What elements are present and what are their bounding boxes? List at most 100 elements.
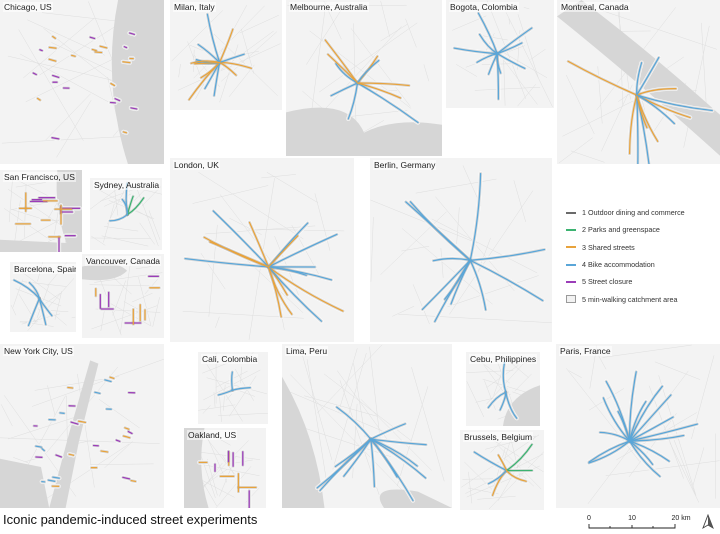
legend-item-parks: 2 Parks and greenspace — [566, 221, 718, 238]
map-panel-sydney: Sydney, Australia — [90, 178, 162, 250]
map-panel-montreal: Montreal, Canada — [557, 0, 720, 164]
city-label-sanfrancisco: San Francisco, US — [3, 172, 76, 182]
map-berlin — [370, 158, 552, 342]
legend-label-parks: 2 Parks and greenspace — [582, 225, 660, 235]
map-panel-brussels: Brussels, Belgium — [460, 430, 544, 510]
city-label-cebu: Cebu, Philippines — [469, 354, 538, 364]
map-panel-cebu: Cebu, Philippines — [466, 352, 540, 426]
map-sydney — [90, 178, 162, 250]
basemap — [0, 0, 164, 164]
legend-swatch-dining — [566, 211, 576, 214]
map-panel-bogota: Bogota, Colombia — [446, 0, 554, 108]
city-label-bogota: Bogota, Colombia — [449, 2, 519, 12]
map-panel-sanfrancisco: San Francisco, US — [0, 170, 82, 252]
basemap — [282, 344, 452, 508]
city-label-montreal: Montreal, Canada — [560, 2, 630, 12]
street-experiments — [403, 171, 547, 324]
map-montreal — [557, 0, 720, 164]
street-experiments — [186, 12, 254, 102]
city-label-chicago: Chicago, US — [3, 2, 53, 12]
map-brussels — [460, 430, 544, 510]
city-label-oakland: Oakland, US — [187, 430, 238, 440]
map-vancouver — [82, 254, 164, 338]
street-experiments — [183, 208, 346, 324]
city-label-vancouver: Vancouver, Canada — [85, 256, 162, 266]
street-experiments — [323, 38, 421, 125]
street-experiments — [107, 181, 146, 223]
street-experiments — [452, 11, 534, 102]
street-experiments — [31, 30, 139, 141]
map-cali — [198, 352, 268, 424]
map-sanfrancisco — [0, 170, 82, 252]
street-experiments — [586, 369, 700, 479]
street-experiments — [486, 360, 519, 421]
street-experiments — [13, 190, 82, 252]
city-label-berlin: Berlin, Germany — [373, 160, 437, 170]
legend-label-bike: 4 Bike accommodation — [582, 260, 655, 270]
map-panel-paris: Paris, France — [556, 344, 720, 508]
legend-label-dining: 1 Outdoor dining and commerce — [582, 208, 685, 218]
map-chicago — [0, 0, 164, 164]
city-label-sydney: Sydney, Australia — [93, 180, 161, 190]
basemap — [184, 428, 266, 508]
city-label-melbourne: Melbourne, Australia — [289, 2, 369, 12]
map-paris — [556, 344, 720, 508]
city-label-london: London, UK — [173, 160, 220, 170]
map-panel-milan: Milan, Italy — [170, 0, 282, 110]
scale-bar: 0 10 20 km — [587, 515, 691, 529]
legend-swatch-shared — [566, 246, 576, 249]
legend: 1 Outdoor dining and commerce 2 Parks and… — [566, 204, 718, 308]
street-experiments — [315, 405, 429, 503]
scale-line — [588, 524, 676, 529]
legend-item-closure: 5 Street closure — [566, 273, 718, 290]
city-label-brussels: Brussels, Belgium — [463, 432, 534, 442]
map-london — [170, 158, 354, 342]
legend-label-shared: 3 Shared streets — [582, 242, 635, 252]
legend-swatch-parks — [566, 228, 576, 231]
city-label-paris: Paris, France — [559, 346, 612, 356]
street-experiments — [197, 449, 259, 508]
legend-swatch-catchment — [566, 295, 576, 304]
map-panel-barcelona: Barcelona, Spain — [10, 262, 76, 332]
street-experiments — [11, 278, 54, 328]
legend-label-closure: 5 Street closure — [582, 277, 633, 287]
legend-swatch-closure — [566, 280, 576, 283]
map-lima — [282, 344, 452, 508]
map-newyork — [0, 344, 164, 508]
city-label-newyork: New York City, US — [3, 346, 74, 356]
map-bogota — [446, 0, 554, 108]
city-label-milan: Milan, Italy — [173, 2, 216, 12]
map-panel-newyork: New York City, US — [0, 344, 164, 508]
legend-item-catchment: 5 min-walking catchment area — [566, 290, 718, 307]
map-panel-chicago: Chicago, US — [0, 0, 164, 164]
legend-label-catchment: 5 min-walking catchment area — [582, 294, 678, 304]
city-label-cali: Cali, Colombia — [201, 354, 259, 364]
street-experiments — [93, 274, 162, 327]
map-panel-melbourne: Melbourne, Australia — [286, 0, 442, 156]
street-experiments — [31, 375, 138, 489]
basemap — [0, 344, 164, 508]
legend-swatch-bike — [566, 263, 576, 266]
legend-item-shared: 3 Shared streets — [566, 239, 718, 256]
street-experiments — [216, 369, 253, 398]
map-panel-oakland: Oakland, US — [184, 428, 266, 508]
city-label-lima: Lima, Peru — [285, 346, 329, 356]
map-panel-cali: Cali, Colombia — [198, 352, 268, 424]
map-oakland — [184, 428, 266, 508]
street-experiments — [472, 442, 535, 498]
scale-tick-0: 0 — [587, 515, 591, 522]
legend-item-dining: 1 Outdoor dining and commerce — [566, 204, 718, 221]
map-panel-london: London, UK — [170, 158, 354, 342]
map-panel-vancouver: Vancouver, Canada — [82, 254, 164, 338]
map-panel-lima: Lima, Peru — [282, 344, 452, 508]
map-milan — [170, 0, 282, 110]
legend-item-bike: 4 Bike accommodation — [566, 256, 718, 273]
scale-tick-20: 20 km — [671, 515, 690, 522]
city-label-barcelona: Barcelona, Spain — [13, 264, 76, 274]
north-arrow-icon — [702, 514, 714, 530]
basemap — [170, 0, 282, 110]
map-panel-berlin: Berlin, Germany — [370, 158, 552, 342]
street-experiments — [566, 55, 715, 164]
map-cebu — [466, 352, 540, 426]
figure-title: Iconic pandemic-induced street experimen… — [3, 512, 258, 527]
